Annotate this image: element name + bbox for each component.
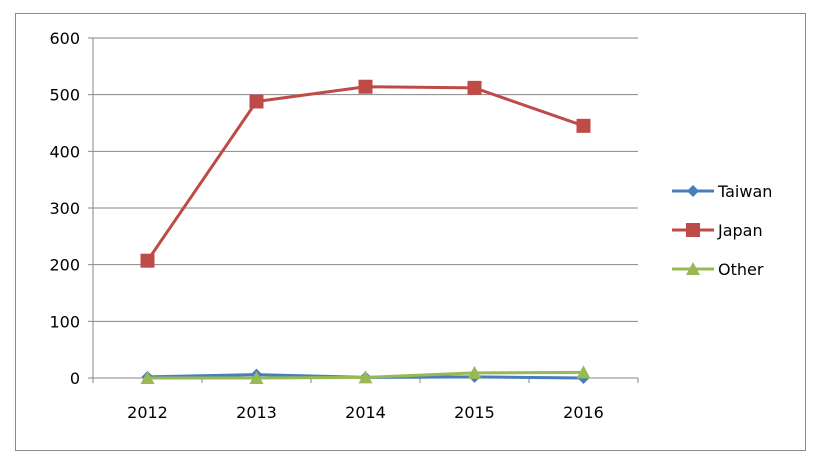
x-tick-label: 2015 bbox=[454, 403, 495, 422]
data-point-japan bbox=[358, 79, 373, 94]
x-tick-label: 2012 bbox=[127, 403, 168, 422]
y-axis-tick-labels: 0 100 200 300 400 500 600 bbox=[49, 29, 80, 388]
x-tick-label: 2016 bbox=[563, 403, 604, 422]
series-other bbox=[140, 365, 591, 384]
data-point-japan bbox=[576, 118, 591, 133]
legend-swatch-marker bbox=[686, 262, 700, 275]
y-tick-label: 0 bbox=[70, 369, 80, 388]
y-tick-label: 100 bbox=[49, 312, 80, 331]
legend-label-other: Other bbox=[718, 260, 764, 279]
data-point-japan bbox=[140, 253, 155, 268]
data-point-other bbox=[249, 371, 264, 384]
legend-label-japan: Japan bbox=[717, 221, 763, 240]
data-point-other bbox=[358, 370, 373, 384]
data-point-japan bbox=[249, 94, 264, 109]
legend-swatch-marker bbox=[687, 185, 699, 197]
series-line-japan bbox=[146, 85, 584, 262]
y-tick-label: 300 bbox=[49, 199, 80, 218]
legend-item-taiwan: Taiwan bbox=[672, 182, 772, 201]
legend: Taiwan Japan Other bbox=[672, 182, 772, 279]
series-japan bbox=[140, 79, 591, 268]
data-point-other bbox=[467, 365, 482, 379]
data-point-other bbox=[140, 371, 155, 384]
legend-item-other: Other bbox=[672, 260, 764, 279]
x-tick-label: 2013 bbox=[236, 403, 277, 422]
y-tick-label: 600 bbox=[49, 29, 80, 48]
data-point-other bbox=[576, 365, 591, 379]
x-tick-label: 2014 bbox=[345, 403, 386, 422]
legend-label-taiwan: Taiwan bbox=[717, 182, 772, 201]
legend-item-japan: Japan bbox=[672, 221, 763, 240]
series-group bbox=[140, 79, 591, 384]
y-tick-label: 400 bbox=[49, 142, 80, 161]
y-tick-label: 200 bbox=[49, 256, 80, 275]
legend-swatch-marker bbox=[686, 223, 700, 237]
x-axis-tick-labels: 2012 2013 2014 2015 2016 bbox=[127, 403, 604, 422]
data-point-japan bbox=[467, 80, 482, 95]
y-tick-label: 500 bbox=[49, 86, 80, 105]
